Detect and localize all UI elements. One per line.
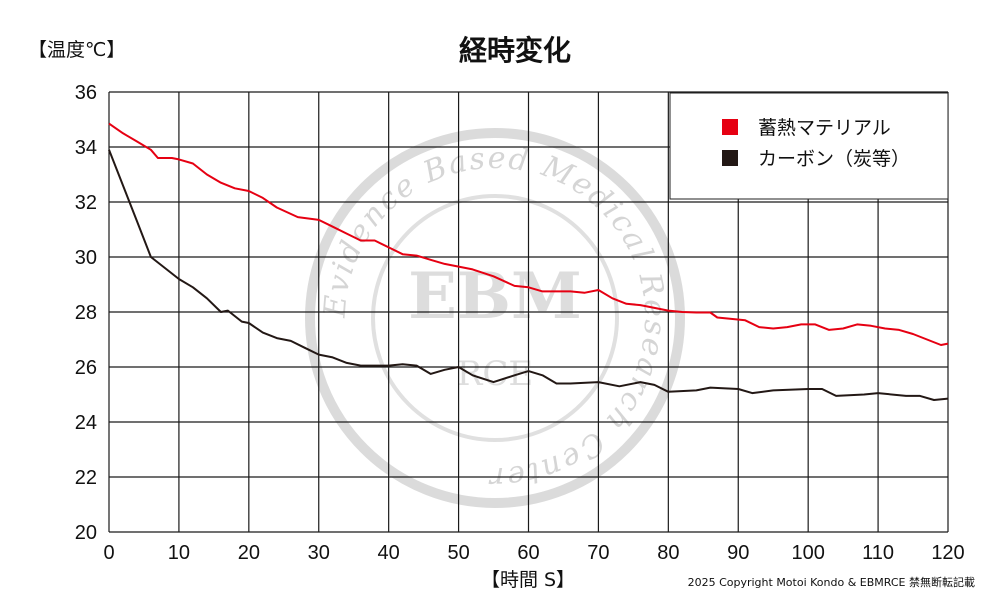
y-tick-label: 20	[75, 522, 97, 544]
x-tick-label: 50	[447, 542, 469, 564]
legend-swatch-2	[722, 150, 738, 166]
series-layer	[108, 122, 949, 401]
x-tick-label: 100	[791, 542, 824, 564]
series-line-2	[108, 149, 949, 401]
x-tick-label: 120	[931, 542, 964, 564]
x-tick-label: 70	[587, 542, 609, 564]
series-line-1	[108, 122, 949, 346]
y-tick-label: 36	[75, 82, 97, 104]
y-tick-label: 28	[75, 302, 97, 324]
legend-box	[669, 92, 949, 200]
y-tick-label: 34	[75, 137, 97, 159]
x-tick-label: 20	[238, 542, 260, 564]
copyright-footer: 2025 Copyright Motoi Kondo & EBMRCE 禁無断転…	[688, 575, 975, 589]
y-tick-label: 32	[75, 192, 97, 214]
x-axis-label: 【時間 S】	[481, 569, 575, 591]
y-tick-label: 22	[75, 467, 97, 489]
legend-label-2: カーボン（炭等）	[758, 148, 910, 170]
watermark-outer-ring	[305, 128, 685, 508]
x-tick-label: 40	[378, 542, 400, 564]
x-tick-label: 80	[657, 542, 679, 564]
x-tick-label: 0	[103, 542, 114, 564]
axis-labels: 0 10 20 30 40 50 60 70 80 90 100 110 120 20 22 24 26 28 30…	[75, 82, 965, 564]
legend-swatch-1	[722, 119, 738, 135]
x-tick-label: 60	[517, 542, 539, 564]
x-tick-label: 110	[862, 542, 894, 564]
chart-title: 経時変化	[459, 34, 571, 67]
y-tick-label: 26	[75, 357, 97, 379]
y-tick-label: 30	[75, 247, 97, 269]
y-axis-label: 【温度℃】	[28, 39, 125, 61]
watermark-main: EBM	[408, 259, 582, 334]
x-tick-label: 30	[308, 542, 330, 564]
watermark-inner-ring	[371, 194, 619, 442]
legend-label-1: 蓄熱マテリアル	[758, 117, 891, 139]
watermark: Evidence Based Medical Research Center E…	[305, 128, 685, 508]
x-tick-label: 10	[168, 542, 190, 564]
grid	[108, 91, 949, 533]
x-tick-label: 90	[727, 542, 749, 564]
y-tick-label: 24	[75, 412, 97, 434]
